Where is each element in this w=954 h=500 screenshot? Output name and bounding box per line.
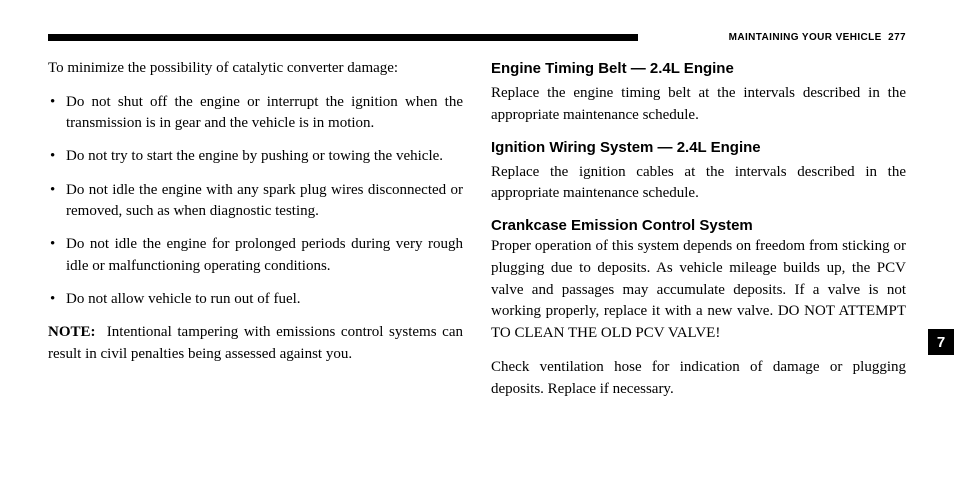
closing-paragraph: Check ventilation hose for indication of… [491,357,906,401]
chapter-number: 7 [937,334,945,351]
chapter-tab: 7 [928,329,954,355]
two-column-layout: To minimize the possibility of catalytic… [48,58,906,412]
note-body: Intentional tampering with emissions con… [48,324,463,362]
bullet-list: Do not shut off the engine or interrupt … [48,92,463,310]
section-body: Replace the engine timing belt at the in… [491,83,906,127]
list-item: Do not try to start the engine by pushin… [48,146,463,167]
section-body: Replace the ignition cables at the inter… [491,162,906,206]
page-number: 277 [888,32,906,43]
list-item: Do not shut off the engine or interrupt … [48,92,463,135]
header-rule [48,34,638,41]
right-column: Engine Timing Belt — 2.4L Engine Replace… [491,58,906,412]
section-body: Proper operation of this system depends … [491,236,906,345]
subheading: Crankcase Emission Control System [491,217,906,234]
list-item: Do not allow vehicle to run out of fuel. [48,289,463,310]
section-name: MAINTAINING YOUR VEHICLE [729,32,882,43]
manual-page: MAINTAINING YOUR VEHICLE 277 To minimize… [0,0,954,500]
note-label: NOTE: [48,324,96,340]
left-column: To minimize the possibility of catalytic… [48,58,463,412]
list-item: Do not idle the engine for prolonged per… [48,234,463,277]
subheading: Ignition Wiring System — 2.4L Engine [491,139,906,156]
intro-paragraph: To minimize the possibility of catalytic… [48,58,463,80]
subheading: Engine Timing Belt — 2.4L Engine [491,60,906,77]
header-text: MAINTAINING YOUR VEHICLE 277 [729,32,906,43]
list-item: Do not idle the engine with any spark pl… [48,180,463,223]
page-header: MAINTAINING YOUR VEHICLE 277 [48,32,906,46]
note-paragraph: NOTE: Intentional tampering with emissio… [48,322,463,366]
